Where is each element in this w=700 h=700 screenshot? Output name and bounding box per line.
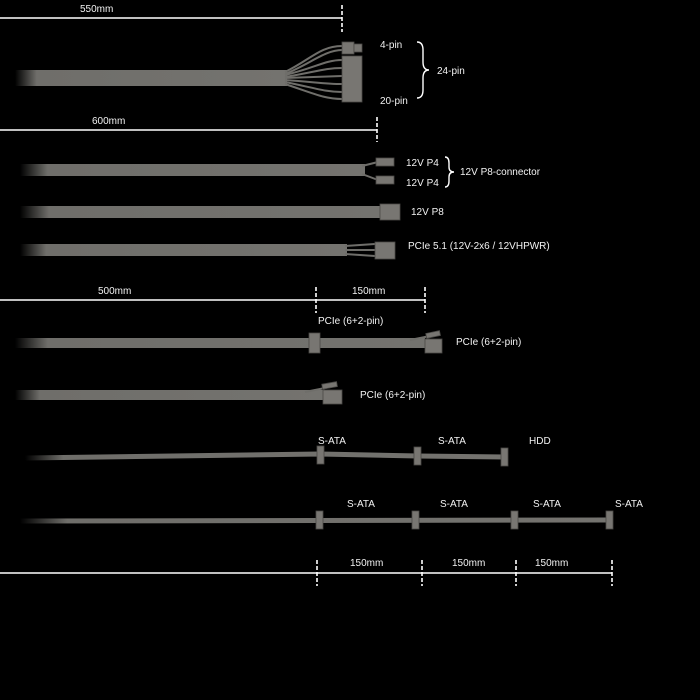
atx-24pin-cable: 4-pin 20-pin 24-pin <box>15 40 465 107</box>
dimension-600mm: 600mm <box>0 116 378 142</box>
dimension-label: 150mm <box>452 558 485 569</box>
dimension-label: 600mm <box>92 116 125 127</box>
dimension-label: 150mm <box>535 558 568 569</box>
label-24pin: 24-pin <box>437 66 465 77</box>
dimension-label-500: 500mm <box>98 286 131 297</box>
label-sata-2: S-ATA <box>438 436 466 447</box>
label-pcie-first: PCIe (6+2-pin) <box>318 316 383 327</box>
label-pcie-second: PCIe (6+2-pin) <box>456 337 521 348</box>
label-p4-b: 12V P4 <box>406 178 439 189</box>
label-p8: 12V P8 <box>411 207 444 218</box>
label-sata-3: S-ATA <box>533 499 561 510</box>
eps-8pin-cable: 12V P8 <box>20 203 444 221</box>
pcie-single-cable: PCIe (6+2-pin) <box>15 381 425 405</box>
dimension-label: 150mm <box>350 558 383 569</box>
sata-cable: S-ATA S-ATA S-ATA S-ATA <box>19 499 643 530</box>
dimension-500-150mm: 500mm 150mm <box>0 286 426 313</box>
label-pcie5: PCIe 5.1 (12V-2x6 / 12VHPWR) <box>408 241 550 252</box>
brace-24pin <box>416 41 430 99</box>
label-sata-2: S-ATA <box>440 499 468 510</box>
dimension-label: 550mm <box>80 4 113 15</box>
label-sata-1: S-ATA <box>318 436 346 447</box>
4pin-connector <box>341 41 355 55</box>
label-hdd: HDD <box>529 436 551 447</box>
pcie-daisy-chain-cable: PCIe (6+2-pin) PCIe (6+2-pin) <box>15 316 521 354</box>
pcie5-cable: PCIe 5.1 (12V-2x6 / 12VHPWR) <box>20 241 550 260</box>
label-p8-connector: 12V P8-connector <box>460 167 541 178</box>
dimension-label-150: 150mm <box>352 286 385 297</box>
label-sata-1: S-ATA <box>347 499 375 510</box>
label-pcie-single: PCIe (6+2-pin) <box>360 390 425 401</box>
label-sata-4: S-ATA <box>615 499 643 510</box>
dimension-sata-spacing: 150mm 150mm 150mm <box>0 558 613 586</box>
eps-4plus4-cable: 12V P4 12V P4 12V P8-connector <box>20 156 541 189</box>
20pin-connector <box>341 55 363 103</box>
dimension-550mm: 550mm <box>0 4 343 32</box>
label-4pin: 4-pin <box>380 40 402 51</box>
sata-hdd-cable: S-ATA S-ATA HDD <box>24 436 551 467</box>
label-p4-a: 12V P4 <box>406 158 439 169</box>
label-20pin: 20-pin <box>380 96 408 107</box>
